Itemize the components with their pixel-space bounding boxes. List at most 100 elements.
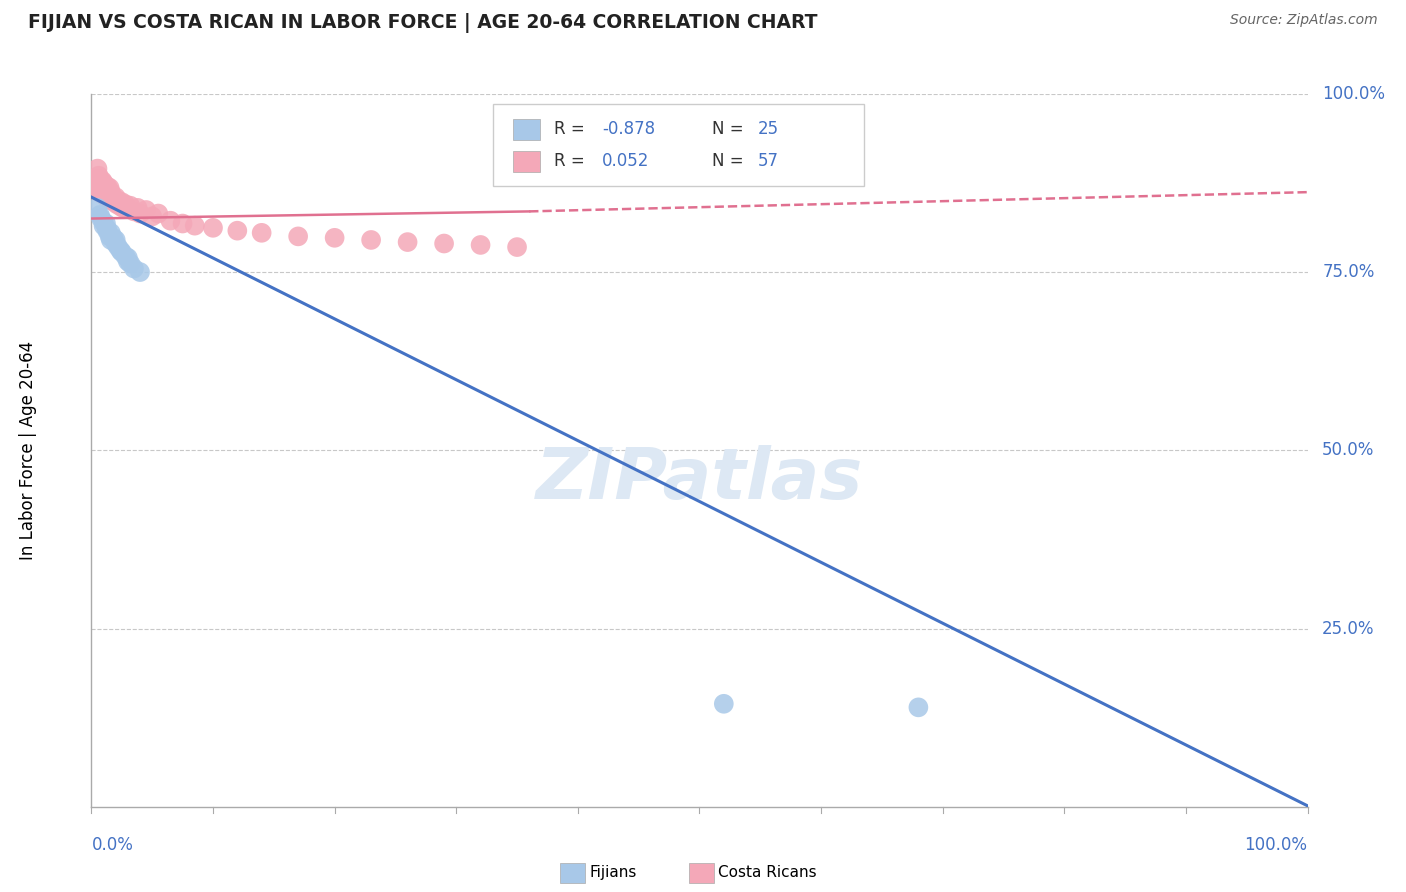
Point	[396, 235, 419, 249]
Text: R =: R =	[554, 120, 589, 138]
Text: 0.0%: 0.0%	[91, 836, 134, 854]
Point	[87, 172, 110, 186]
Point	[127, 201, 149, 215]
Point	[100, 190, 122, 204]
Point	[107, 194, 129, 208]
Text: 100.0%: 100.0%	[1322, 85, 1385, 103]
Point	[103, 190, 125, 204]
Text: 75.0%: 75.0%	[1322, 263, 1375, 281]
Point	[103, 231, 125, 245]
Point	[89, 208, 111, 222]
Text: Costa Ricans: Costa Ricans	[718, 865, 817, 880]
Text: 57: 57	[758, 153, 779, 170]
Point	[93, 219, 115, 233]
Point	[117, 251, 139, 265]
Point	[94, 179, 117, 194]
Text: In Labor Force | Age 20-64: In Labor Force | Age 20-64	[20, 341, 37, 560]
Point	[141, 210, 163, 224]
Point	[713, 697, 735, 711]
Point	[91, 183, 114, 197]
Point	[96, 186, 118, 201]
Point	[105, 197, 128, 211]
FancyBboxPatch shape	[492, 104, 863, 186]
Point	[323, 231, 346, 245]
Text: Fijians: Fijians	[589, 865, 637, 880]
Bar	[513, 151, 540, 172]
Text: 0.052: 0.052	[602, 153, 650, 170]
Point	[86, 176, 108, 190]
Point	[93, 176, 115, 190]
Point	[84, 183, 107, 197]
Text: R =: R =	[554, 153, 595, 170]
Point	[97, 183, 120, 197]
Point	[114, 249, 136, 263]
Point	[250, 226, 273, 240]
Point	[226, 224, 249, 238]
Point	[111, 195, 134, 210]
Point	[87, 169, 110, 183]
Point	[110, 199, 132, 213]
Point	[100, 233, 122, 247]
Point	[98, 229, 121, 244]
Point	[101, 194, 124, 208]
Text: 25.0%: 25.0%	[1322, 620, 1375, 638]
Point	[93, 179, 115, 194]
Point	[104, 190, 127, 204]
Point	[90, 178, 112, 192]
Point	[94, 183, 117, 197]
Point	[129, 265, 152, 279]
Point	[117, 254, 139, 268]
Point	[86, 161, 108, 176]
Point	[129, 206, 152, 220]
Point	[122, 261, 145, 276]
Point	[100, 226, 122, 240]
Text: ZIPatlas: ZIPatlas	[536, 444, 863, 514]
Point	[86, 201, 108, 215]
Point	[111, 201, 134, 215]
Point	[120, 199, 142, 213]
Point	[148, 206, 170, 220]
Point	[96, 224, 118, 238]
Point	[93, 185, 115, 199]
Point	[84, 179, 107, 194]
Point	[287, 229, 309, 244]
Point	[91, 174, 114, 188]
Text: 50.0%: 50.0%	[1322, 442, 1375, 459]
Point	[506, 240, 529, 254]
Text: 100.0%: 100.0%	[1244, 836, 1308, 854]
Point	[172, 217, 194, 231]
Point	[433, 236, 456, 251]
Point	[90, 186, 112, 201]
Point	[96, 179, 118, 194]
Point	[135, 202, 157, 217]
Text: N =: N =	[711, 120, 748, 138]
Point	[111, 245, 134, 260]
Point	[470, 238, 492, 252]
Point	[89, 181, 111, 195]
Text: N =: N =	[711, 153, 748, 170]
Point	[94, 217, 117, 231]
Point	[104, 233, 127, 247]
Point	[93, 215, 115, 229]
Text: -0.878: -0.878	[602, 120, 655, 138]
Text: Source: ZipAtlas.com: Source: ZipAtlas.com	[1230, 13, 1378, 28]
Point	[110, 244, 132, 258]
Point	[103, 195, 125, 210]
Point	[90, 211, 112, 226]
Point	[120, 256, 142, 270]
Bar	[513, 119, 540, 140]
Point	[89, 174, 111, 188]
Point	[94, 186, 117, 201]
Point	[98, 188, 121, 202]
Point	[94, 190, 117, 204]
Point	[98, 181, 121, 195]
Point	[184, 219, 207, 233]
Point	[360, 233, 382, 247]
Point	[107, 240, 129, 254]
Text: 25: 25	[758, 120, 779, 138]
Point	[202, 220, 225, 235]
Point	[122, 204, 145, 219]
Point	[114, 197, 136, 211]
Point	[159, 213, 181, 227]
Point	[100, 185, 122, 199]
